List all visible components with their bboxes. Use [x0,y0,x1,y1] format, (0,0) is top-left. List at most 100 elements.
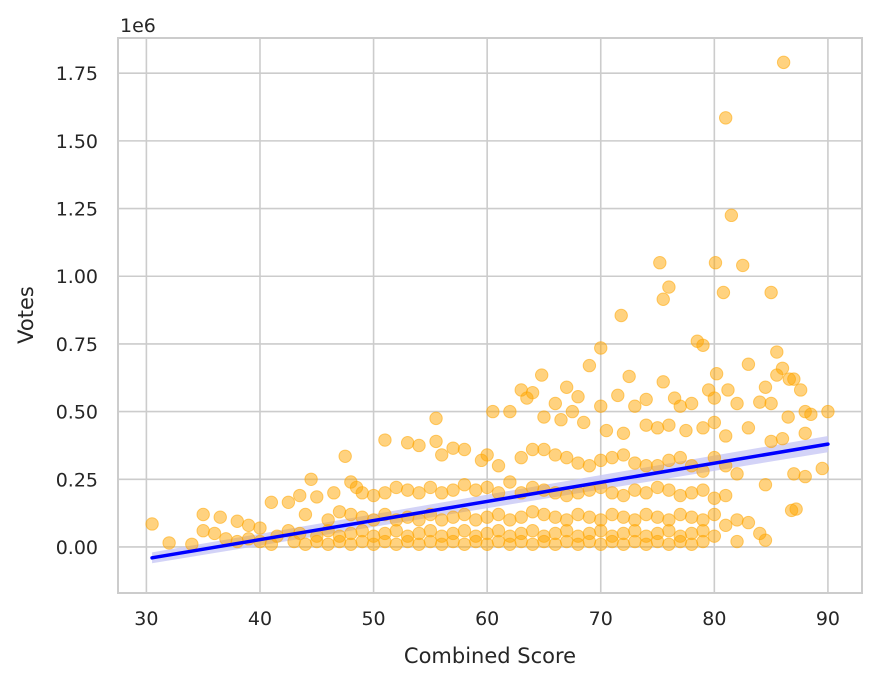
data-point [446,483,460,497]
data-point [707,529,722,543]
data-point [207,526,222,541]
data-point [287,534,301,549]
data-point [514,534,528,549]
data-point [764,434,778,449]
data-point [787,467,801,481]
y-tick-label: 0.25 [56,469,98,491]
data-point [457,524,472,538]
data-point [559,534,574,549]
x-tick-label: 80 [702,608,726,630]
data-point [435,513,449,527]
data-point [707,491,722,505]
data-point [673,399,687,413]
data-point [571,390,585,404]
data-point [480,510,494,524]
data-point [679,423,693,438]
data-point [628,399,642,413]
data-point [571,507,585,522]
data-point [548,537,563,551]
data-point [412,513,426,527]
data-point [724,208,739,223]
data-point [696,534,710,549]
data-point [639,418,653,432]
regression-line-group [150,442,830,560]
data-point [716,285,731,300]
data-point [721,383,735,397]
data-point [605,534,619,549]
data-point [718,488,733,503]
data-point [480,448,494,462]
data-point [741,357,756,371]
data-point [718,111,733,125]
plot-frame [117,37,863,594]
data-points [145,55,835,551]
data-point [491,459,506,473]
data-point [577,415,591,430]
data-point [389,537,403,551]
data-point [378,486,392,500]
data-point [446,534,460,549]
data-point [400,436,415,450]
data-point [599,423,614,438]
data-point [582,534,597,549]
data-point [435,448,449,462]
data-point [696,421,710,435]
data-point [622,369,636,384]
data-point [662,537,676,551]
data-point [469,513,483,527]
data-point [793,383,808,397]
data-point [446,441,460,455]
data-point [503,475,517,489]
y-tick-label: 0.50 [56,402,98,424]
data-point [616,510,631,524]
data-point [298,507,313,522]
y-tick-labels: 0.00 0.25 0.50 0.75 1.00 1.25 1.50 1.75 [56,63,98,559]
y-tick-label: 1.00 [56,266,98,288]
data-point [429,411,443,426]
data-point [378,433,392,447]
data-point [708,256,723,270]
data-point [639,459,653,473]
data-point [684,396,699,411]
data-point [213,510,227,524]
data-point [718,518,733,533]
data-point [616,448,631,462]
data-point [503,404,517,419]
data-point [650,459,665,473]
data-point [770,345,784,359]
data-point [145,517,159,531]
data-point [730,467,744,481]
y-tick-label: 0.75 [56,334,98,356]
data-point [548,510,563,524]
data-point [537,534,551,549]
data-point [616,537,631,551]
data-point [503,537,517,551]
data-point [662,524,676,538]
data-point [605,450,619,465]
data-point [628,483,642,497]
x-tick-label: 60 [475,608,499,630]
data-point [770,368,784,382]
data-point [293,488,307,503]
x-tick-labels: 30 40 50 60 70 80 90 [134,608,840,630]
data-point [782,372,797,386]
data-point [332,534,347,549]
data-point [753,395,767,409]
x-tick-label: 50 [361,608,385,630]
data-point [304,472,318,486]
data-point [559,488,574,503]
data-point [344,537,358,551]
data-point [412,486,426,500]
data-point [650,480,665,495]
data-point [804,407,818,422]
data-point [798,426,812,440]
data-point [707,391,722,405]
data-point [230,514,244,528]
y-axis-label: Votes [14,286,38,344]
data-point [741,515,756,530]
data-point [525,505,540,519]
data-point [310,534,324,549]
data-point [611,388,625,403]
data-point [594,537,608,551]
